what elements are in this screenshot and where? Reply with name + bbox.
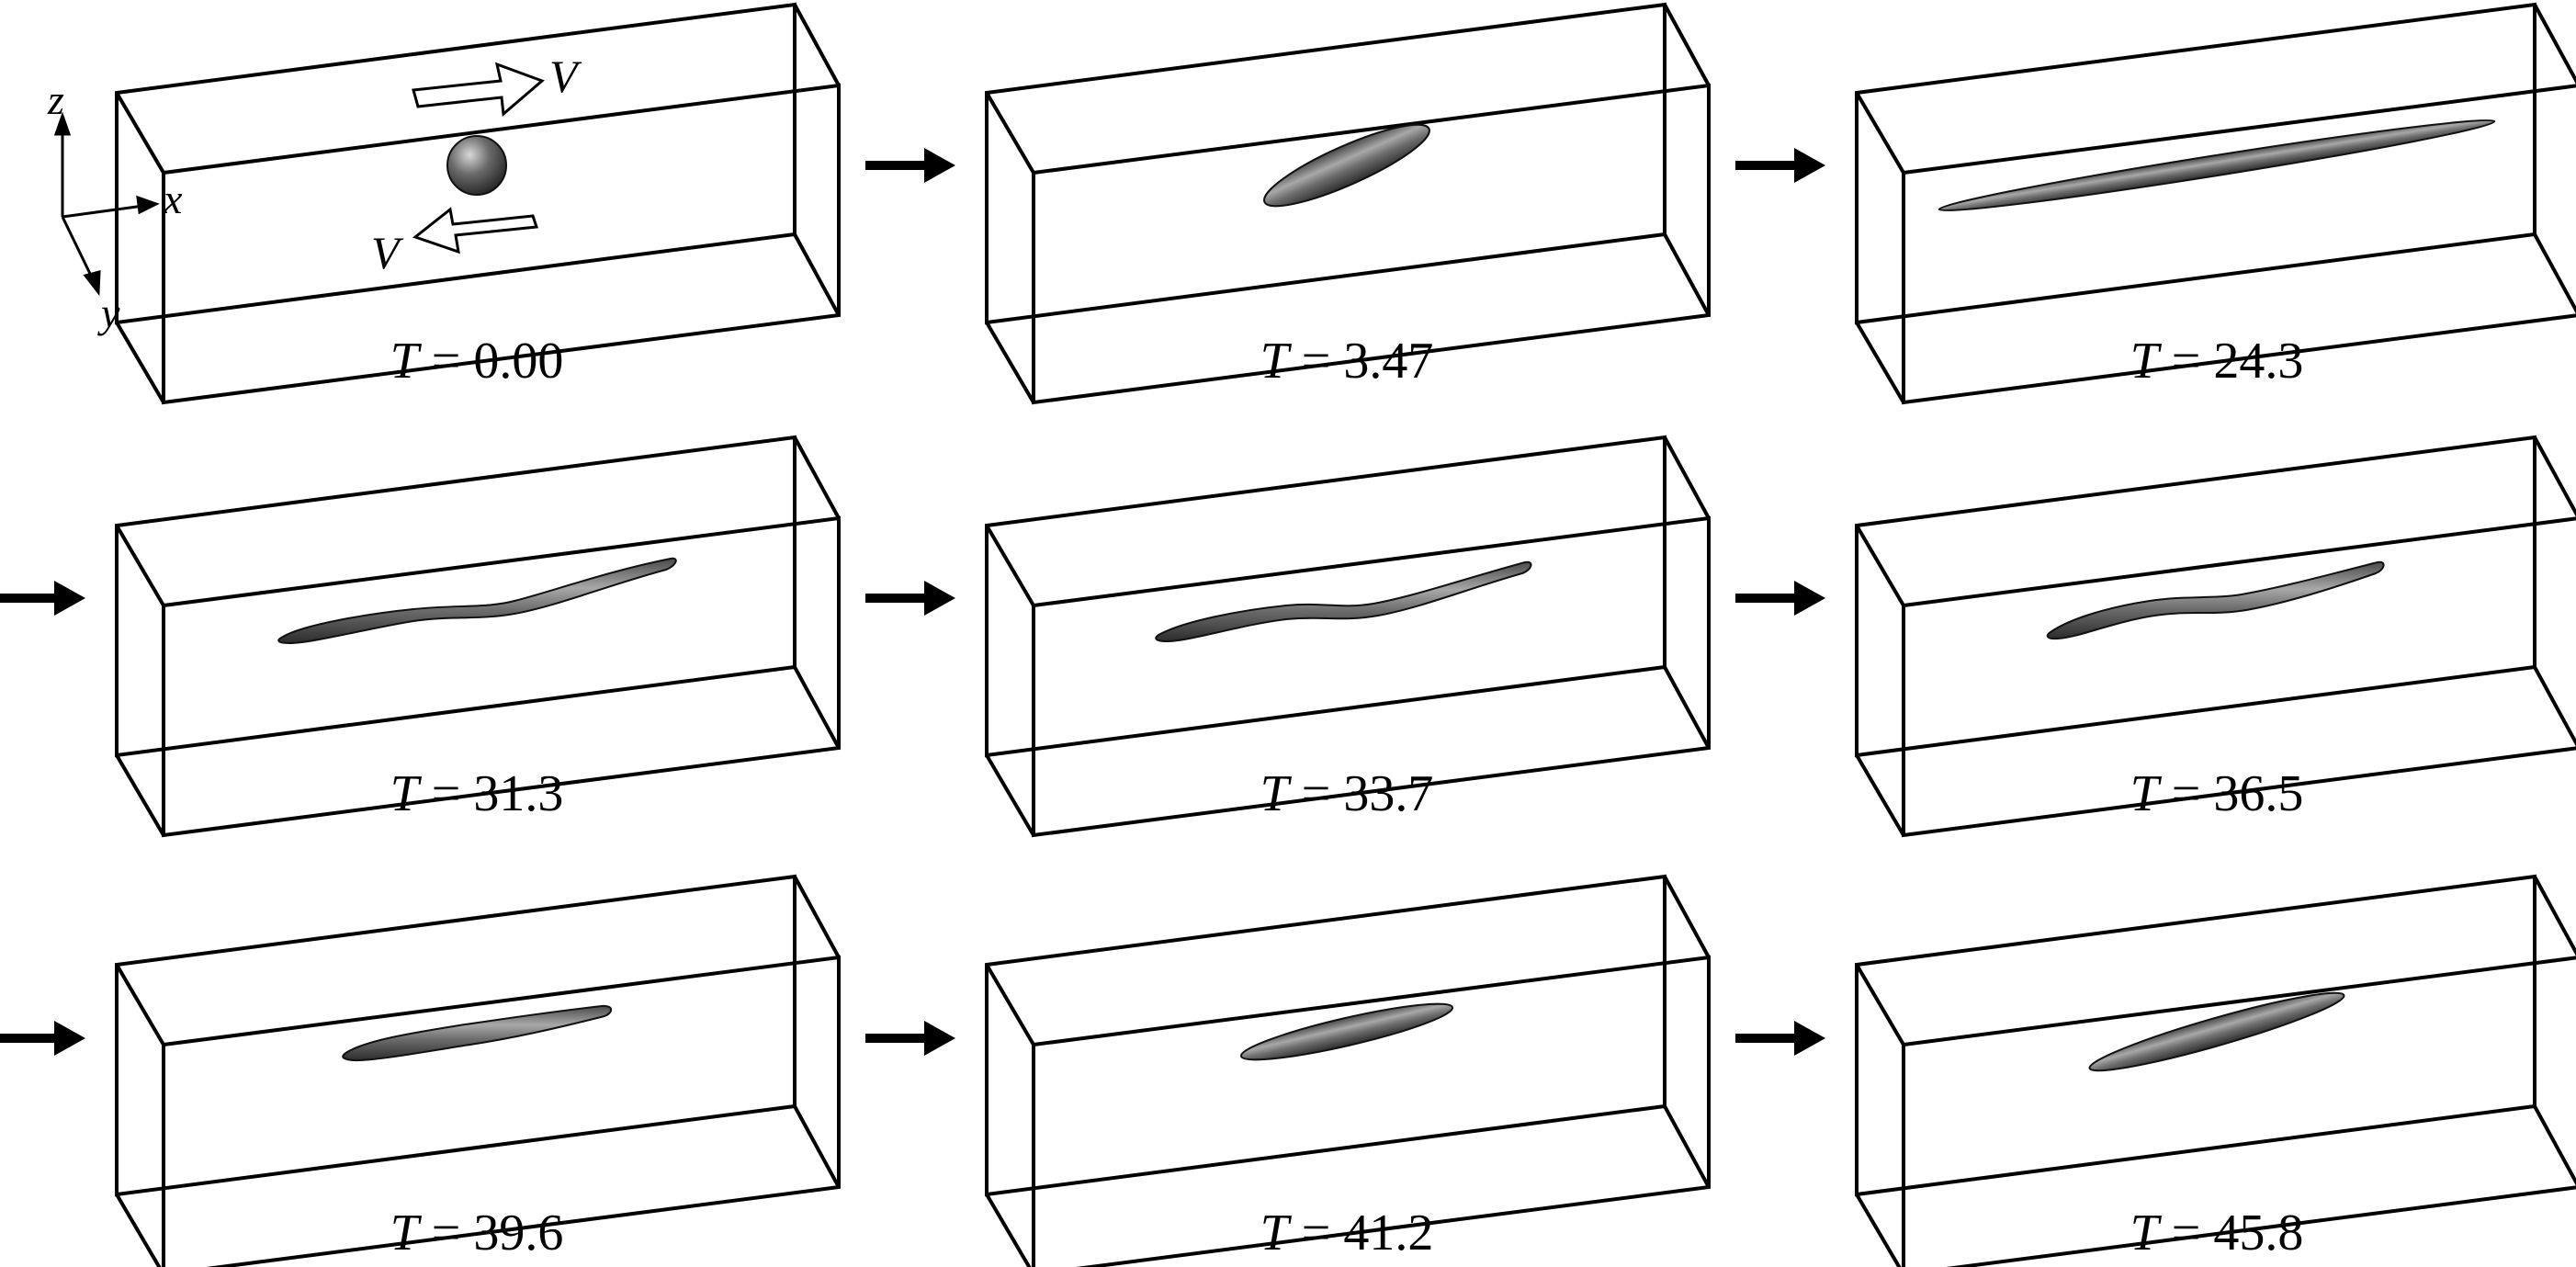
droplet	[1239, 1002, 1454, 1061]
panel-caption: T = 41.2	[1260, 1205, 1434, 1261]
droplet	[342, 1004, 613, 1062]
panel-caption: T = 24.3	[2130, 333, 2304, 390]
sequence-arrow	[0, 1021, 85, 1056]
panel-9: T = 45.8	[1855, 874, 2576, 1267]
panel-4: T = 31.3	[115, 435, 841, 838]
lower-velocity-label: V	[371, 227, 404, 278]
panel-1: V V z x y T = 0.00	[47, 2, 841, 405]
sequence-arrow	[865, 148, 955, 183]
panel-caption: T = 39.6	[390, 1205, 564, 1261]
box-wireframe	[115, 435, 841, 838]
panel-7: T = 39.6	[115, 874, 841, 1267]
sequence-arrow	[1735, 148, 1825, 183]
panel-caption: T = 45.8	[2130, 1205, 2304, 1261]
box-wireframe	[115, 874, 841, 1267]
panel-caption: T = 0.00	[390, 333, 564, 390]
coordinate-axes	[53, 111, 160, 297]
box-wireframe	[985, 874, 1711, 1267]
box-wireframe	[985, 435, 1711, 838]
panel-caption: T = 33.7	[1260, 765, 1434, 822]
lower-wall-velocity-arrow	[412, 207, 539, 255]
panel-caption: T = 31.3	[390, 765, 564, 822]
x-axis-label: x	[163, 175, 183, 222]
box-wireframe	[115, 2, 841, 405]
sequence-arrow	[0, 581, 85, 616]
box-wireframe	[1855, 874, 2576, 1267]
sequence-arrow	[865, 1021, 955, 1056]
sequence-arrow	[865, 581, 955, 616]
panel-5: T = 33.7	[985, 435, 1711, 838]
droplet	[1938, 119, 2496, 212]
panel-3: T = 24.3	[1855, 2, 2576, 405]
box-wireframe	[985, 2, 1711, 405]
box-wireframe	[1855, 2, 2576, 405]
sequence-arrow	[1735, 1021, 1825, 1056]
droplet	[2088, 991, 2345, 1072]
panel-2: T = 3.47	[985, 2, 1711, 405]
droplet-sphere	[446, 135, 507, 196]
y-axis-label: y	[97, 289, 120, 336]
droplet	[1155, 560, 1532, 643]
panel-caption: T = 36.5	[2130, 765, 2304, 822]
droplet	[277, 557, 677, 645]
z-axis-label: z	[47, 76, 64, 123]
box-wireframe	[1855, 435, 2576, 838]
droplet	[2046, 560, 2385, 640]
upper-velocity-label: V	[549, 51, 582, 102]
sequence-arrow	[1735, 581, 1825, 616]
upper-wall-velocity-arrow	[412, 62, 545, 117]
panel-6: T = 36.5	[1855, 435, 2576, 838]
panel-caption: T = 3.47	[1260, 333, 1434, 390]
droplet	[1263, 123, 1430, 208]
panel-8: T = 41.2	[985, 874, 1711, 1267]
